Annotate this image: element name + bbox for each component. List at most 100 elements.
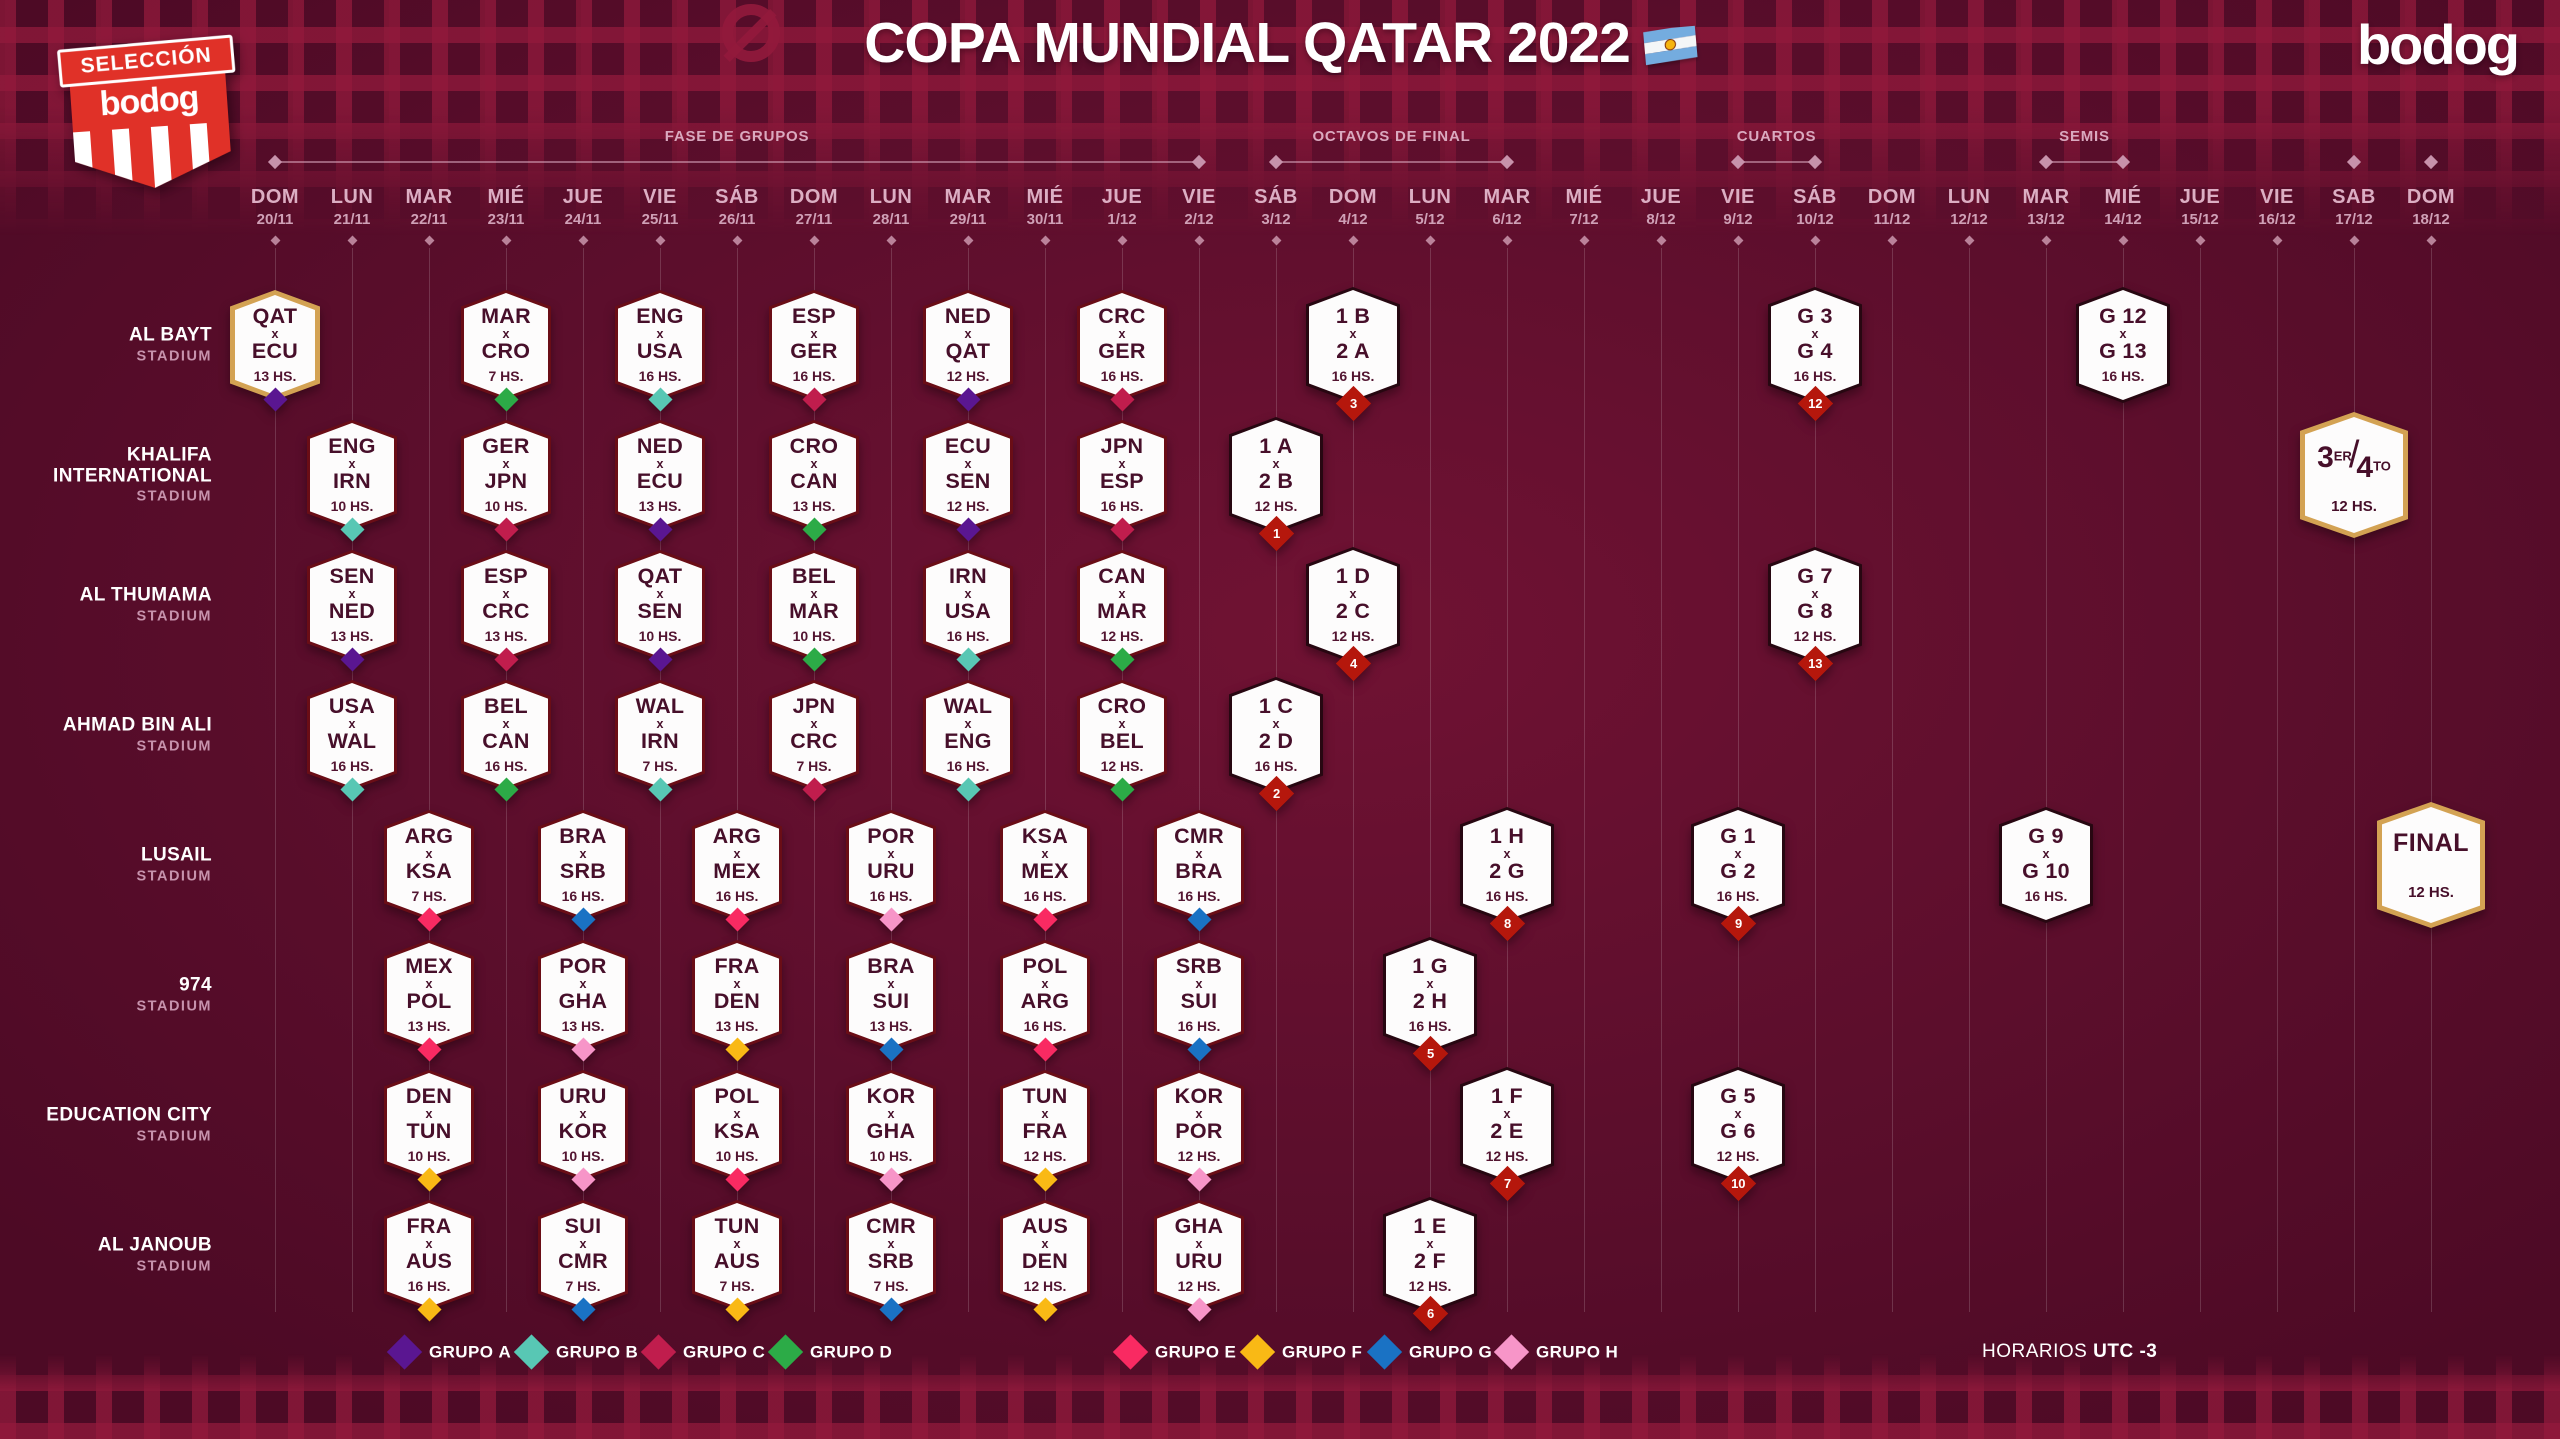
vs-label: x — [1195, 1106, 1203, 1121]
match-time: 12 HS. — [2408, 884, 2454, 901]
slash-separator: / — [2348, 433, 2360, 476]
card-face — [695, 813, 779, 917]
third-num-sup: ER — [2333, 448, 2352, 464]
match-time: 10 HS. — [330, 497, 374, 514]
day-of-week-label: VIE — [2260, 186, 2294, 208]
card-face — [387, 1073, 471, 1177]
match-time: 12 HS. — [1408, 1277, 1452, 1294]
column-diamond — [1425, 235, 1435, 246]
match-time: 16 HS. — [1254, 757, 1298, 774]
team-home: ESP — [484, 564, 528, 589]
match-card: CAN x MAR 12 HS. — [1077, 550, 1167, 672]
match-card: POL x KSA 10 HS. — [692, 1070, 782, 1192]
legend-label: GRUPO A — [429, 1342, 511, 1362]
card-face — [772, 293, 856, 397]
circle-slash-ornament — [722, 4, 780, 62]
date-label: 27/11 — [795, 211, 833, 228]
card-face — [387, 1203, 471, 1307]
match-time: 12 HS. — [1793, 627, 1837, 644]
team-home: 1 D — [1335, 564, 1371, 589]
team-away: KOR — [558, 1119, 608, 1144]
card-content: 3ER/4TO 12 HS. — [2300, 412, 2408, 538]
vs-label: x — [733, 1236, 741, 1251]
match-card: BEL x MAR 10 HS. — [769, 550, 859, 672]
stadium-label: AL THUMAMA STADIUM — [10, 585, 212, 624]
date-label: 13/12 — [2027, 211, 2065, 228]
team-home: BEL — [484, 694, 528, 719]
vs-label: x — [810, 456, 818, 471]
date-label: 26/11 — [718, 211, 756, 228]
vs-label: x — [1118, 716, 1126, 731]
match-time: 13 HS. — [484, 627, 528, 644]
match-time: 16 HS. — [407, 1277, 451, 1294]
card-face — [464, 553, 548, 657]
team-away: SUI — [872, 989, 910, 1014]
date-label: 24/11 — [564, 211, 602, 228]
stadium-sub: STADIUM — [136, 348, 212, 365]
match-number: 4 — [1349, 655, 1357, 671]
card-face — [310, 683, 394, 787]
card-content: SEN x NED 13 HS. — [307, 550, 397, 660]
team-away: POR — [1175, 1119, 1223, 1144]
date-label: 11/12 — [1873, 211, 1911, 228]
phase-line-diamond — [1191, 154, 1207, 170]
team-home: 1 A — [1259, 434, 1293, 459]
match-time: 16 HS. — [484, 757, 528, 774]
match-time: 16 HS. — [2101, 367, 2145, 384]
card-content: KOR x POR 12 HS. — [1154, 1070, 1244, 1180]
card-content: MEX x POL 13 HS. — [384, 940, 474, 1050]
match-card: ENG x IRN 10 HS. — [307, 420, 397, 542]
legend-label: GRUPO B — [556, 1342, 638, 1362]
badge-stripes — [73, 122, 233, 194]
column-line — [1429, 248, 1431, 1312]
legend-label-prefix: GRUPO — [429, 1342, 494, 1361]
match-time: 16 HS. — [2024, 887, 2068, 904]
timezone-note-value: UTC -3 — [2093, 1341, 2158, 1362]
legend-group-letter: G — [1478, 1342, 1493, 1361]
column-line — [428, 248, 430, 1312]
team-home: DEN — [405, 1084, 453, 1109]
team-away: USA — [636, 339, 684, 364]
match-card: ESP x GER 16 HS. — [769, 290, 859, 412]
legend-group-diamond — [640, 1334, 677, 1370]
column-diamond — [2118, 235, 2128, 246]
date-header: MIÉ 30/11 — [1000, 186, 1090, 228]
vs-label: x — [887, 1106, 895, 1121]
match-card: NED x QAT 12 HS. — [923, 290, 1013, 412]
card-face — [310, 423, 394, 527]
match-time: 16 HS. — [1100, 497, 1144, 514]
card-face — [695, 943, 779, 1047]
team-away: G 2 — [1720, 859, 1756, 884]
match-card: JPN x CRC 7 HS. — [769, 680, 859, 802]
card-content: IRN x USA 16 HS. — [923, 550, 1013, 660]
stadium-label: 974 STADIUM — [10, 975, 212, 1014]
team-away: BRA — [1175, 859, 1223, 884]
date-header: LUN 28/11 — [846, 186, 936, 228]
stadium-label: AL BAYT STADIUM — [10, 325, 212, 365]
legend-label-prefix: GRUPO — [1409, 1342, 1474, 1361]
card-face — [541, 943, 625, 1047]
column-diamond — [1733, 235, 1743, 246]
team-away: SRB — [867, 1249, 915, 1274]
team-away: MAR — [1097, 599, 1147, 624]
stadium-sub: STADIUM — [136, 1128, 212, 1145]
match-time: 13 HS. — [561, 1017, 605, 1034]
card-content: POL x ARG 16 HS. — [1000, 940, 1090, 1050]
column-line — [890, 248, 892, 1312]
match-card: CRO x BEL 12 HS. — [1077, 680, 1167, 802]
team-home: KSA — [1021, 824, 1069, 849]
date-header: DOM 4/12 — [1308, 186, 1398, 228]
date-label: 25/11 — [641, 211, 679, 228]
column-top-diamond — [2423, 154, 2439, 170]
column-diamond — [1271, 235, 1281, 246]
phase-line-diamond — [267, 154, 283, 170]
match-time: 16 HS. — [1331, 367, 1375, 384]
team-away: ESP — [1100, 469, 1144, 494]
match-time: 10 HS. — [561, 1147, 605, 1164]
card-content: ENG x IRN 10 HS. — [307, 420, 397, 530]
